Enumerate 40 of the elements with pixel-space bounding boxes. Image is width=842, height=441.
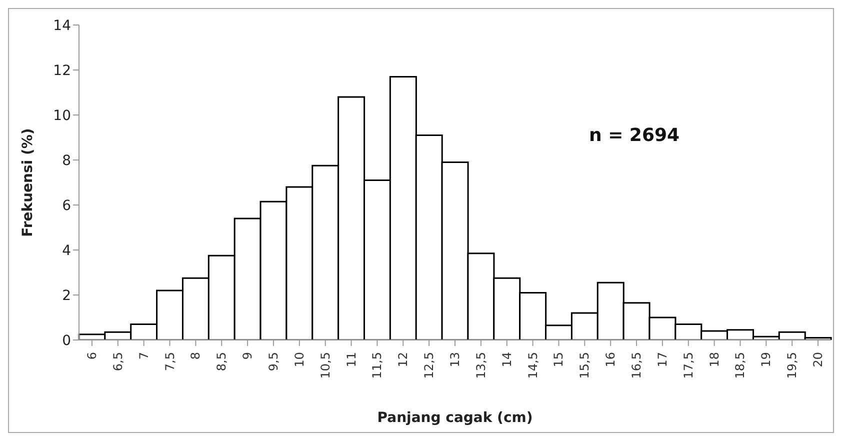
x-tick-label: 10,5 — [318, 352, 332, 379]
y-tick-label: 12 — [53, 62, 71, 79]
y-tick-label: 4 — [62, 242, 72, 259]
x-tick-label: 17,5 — [681, 352, 696, 379]
x-tick-label: 18,5 — [733, 352, 748, 379]
x-tick-label: 20 — [811, 352, 826, 368]
x-tick-label: 16,5 — [630, 352, 644, 379]
x-tick-label: 6 — [84, 352, 99, 360]
x-tick-label: 11 — [344, 352, 358, 368]
x-tick-label: 15,5 — [578, 352, 592, 379]
x-tick-label: 12 — [396, 352, 410, 368]
x-tick-label: 11,5 — [370, 352, 384, 379]
x-tick-label: 15 — [552, 352, 566, 368]
y-axis-title: Frekuensi (%) — [20, 128, 36, 237]
x-tick-label: 12,5 — [422, 352, 436, 379]
x-tick-label: 19,5 — [785, 352, 800, 379]
x-tick-label: 7,5 — [162, 352, 177, 372]
x-tick-label: 9,5 — [266, 352, 280, 372]
y-tick-label: 6 — [62, 198, 72, 214]
y-tick-label: 8 — [62, 152, 71, 169]
x-tick-label: 16 — [604, 352, 618, 368]
x-tick-label: 8 — [188, 352, 203, 360]
x-tick-label: 17 — [655, 352, 670, 368]
y-tick-label: 10 — [53, 108, 71, 124]
x-tick-label: 14 — [500, 352, 514, 368]
x-tick-label: 8,5 — [214, 352, 229, 372]
annotation: n = 2694 — [589, 125, 680, 146]
x-tick-label: 13 — [448, 352, 462, 368]
x-axis-title: Panjang cagak (cm) — [377, 410, 533, 426]
x-tick-label: 6,5 — [110, 352, 125, 372]
x-tick-label: 14,5 — [526, 352, 540, 379]
y-tick-label: 2 — [62, 288, 71, 304]
x-tick-label: 10 — [292, 352, 306, 368]
x-tick-label: 19 — [759, 352, 774, 368]
x-tick-label: 9 — [240, 352, 255, 360]
x-tick-label: 18 — [707, 352, 722, 368]
x-tick-label: 7 — [136, 352, 151, 360]
y-tick-label: 0 — [62, 332, 71, 349]
x-tick-label: 13,5 — [474, 352, 488, 379]
y-tick-label: 14 — [53, 18, 72, 34]
